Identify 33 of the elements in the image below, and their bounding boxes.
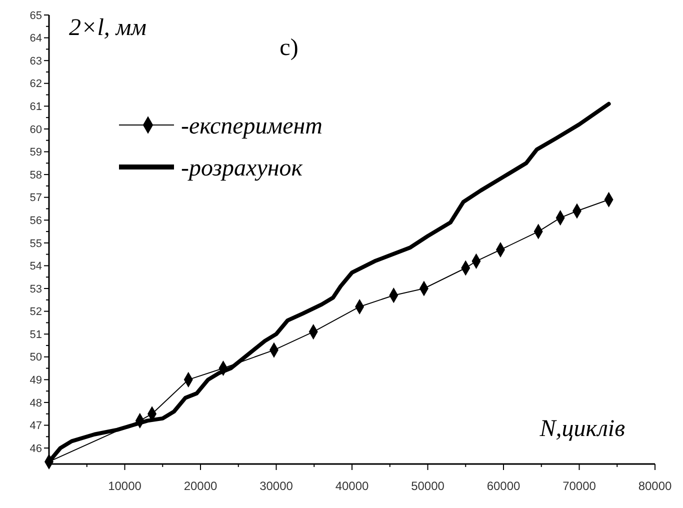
y-tick-label: 61 [30, 101, 42, 114]
x-tick-label: 10000 [108, 479, 142, 493]
x-tick-label: 20000 [184, 479, 218, 493]
y-tick-label: 62 [30, 78, 42, 90]
y-tick-label: 58 [30, 169, 42, 182]
y-tick-label: 48 [30, 397, 42, 410]
y-tick-label: 63 [30, 55, 42, 68]
x-tick-label: 40000 [335, 479, 370, 493]
y-tick-label: 57 [30, 192, 42, 204]
y-tick-label: 53 [30, 283, 42, 296]
x-tick-label: 80000 [638, 479, 672, 493]
x-tick-label: 30000 [260, 479, 294, 493]
y-tick-label: 65 [30, 10, 42, 22]
x-tick-label: 70000 [562, 479, 596, 493]
legend-label: -розрахунок [181, 155, 304, 182]
y-tick-label: 49 [30, 374, 42, 387]
y-tick-label: 60 [30, 124, 42, 136]
text: c) [280, 35, 298, 61]
y-tick-label: 47 [30, 420, 42, 432]
y-tick-label: 50 [30, 352, 42, 364]
y-tick-label: 56 [30, 214, 42, 227]
x-tick-label: 50000 [411, 479, 445, 493]
y-tick-label: 54 [30, 260, 42, 273]
y-tick-label: 51 [30, 328, 42, 341]
y-tick-label: 59 [30, 146, 42, 159]
legend-label: -експеримент [181, 113, 322, 140]
y-axis-title: 2×l, мм [69, 15, 146, 41]
y-tick-label: 46 [30, 442, 42, 455]
y-tick-label: 64 [30, 32, 42, 45]
y-tick-label: 55 [30, 238, 42, 250]
x-axis-title: N,циклів [538, 416, 625, 442]
x-tick-label: 60000 [486, 479, 521, 493]
y-tick-label: 52 [30, 306, 42, 318]
